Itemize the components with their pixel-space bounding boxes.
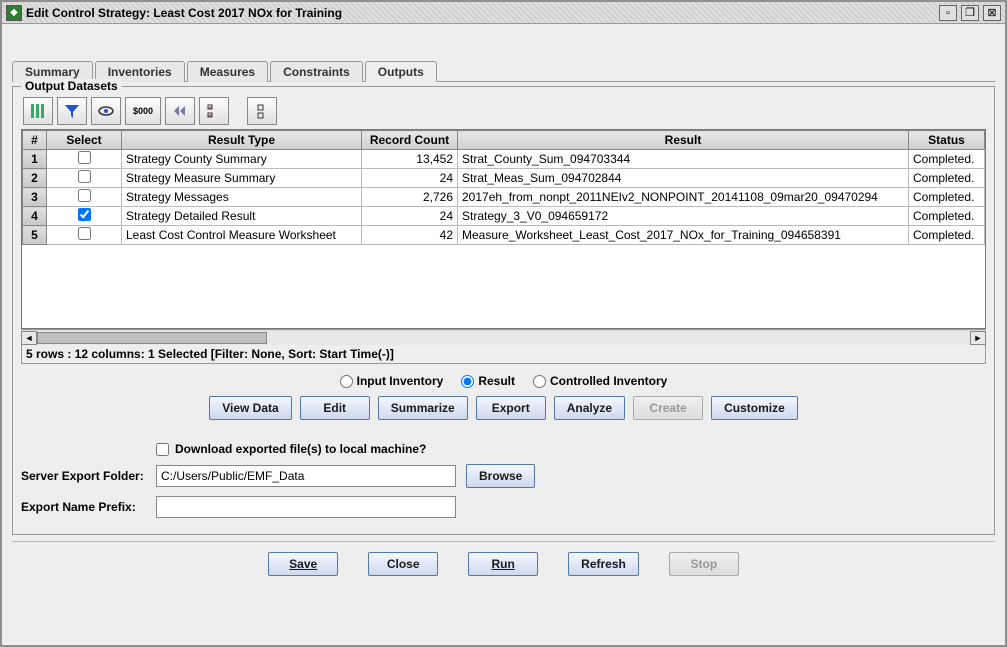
row-number: 4 xyxy=(23,207,47,226)
tab-outputs[interactable]: Outputs xyxy=(365,61,437,82)
row-type: Strategy Messages xyxy=(122,188,362,207)
close-icon[interactable]: ⊠ xyxy=(983,5,1001,21)
maximize-icon[interactable]: ❐ xyxy=(961,5,979,21)
download-checkbox[interactable] xyxy=(156,443,169,456)
row-result: Measure_Worksheet_Least_Cost_2017_NOx_fo… xyxy=(458,226,909,245)
row-select[interactable] xyxy=(47,207,122,226)
table-row[interactable]: 4 Strategy Detailed Result24Strategy_3_V0… xyxy=(23,207,985,226)
scroll-left-icon[interactable]: ◄ xyxy=(21,331,37,345)
col-result[interactable]: Result xyxy=(458,131,909,150)
output-datasets-group: Output Datasets $000 # xyxy=(12,86,995,535)
row-select[interactable] xyxy=(47,188,122,207)
view-icon[interactable] xyxy=(91,97,121,125)
scroll-thumb[interactable] xyxy=(37,332,267,344)
row-checkbox[interactable] xyxy=(78,170,91,183)
col-count[interactable]: Record Count xyxy=(362,131,458,150)
row-count: 42 xyxy=(362,226,458,245)
horizontal-scrollbar[interactable]: ◄ ► xyxy=(21,329,986,345)
row-count: 13,452 xyxy=(362,150,458,169)
radio-controlled[interactable]: Controlled Inventory xyxy=(533,374,667,388)
results-table: # Select Result Type Record Count Result… xyxy=(21,129,986,329)
row-number: 5 xyxy=(23,226,47,245)
row-number: 1 xyxy=(23,150,47,169)
row-status: Completed. xyxy=(909,226,985,245)
col-type[interactable]: Result Type xyxy=(122,131,362,150)
row-checkbox[interactable] xyxy=(78,227,91,240)
view-data-button[interactable]: View Data xyxy=(209,396,291,420)
edit-button[interactable]: Edit xyxy=(300,396,370,420)
browse-button[interactable]: Browse xyxy=(466,464,535,488)
save-button[interactable]: Save xyxy=(268,552,338,576)
first-icon[interactable] xyxy=(165,97,195,125)
row-select[interactable] xyxy=(47,226,122,245)
radio-input-inventory[interactable]: Input Inventory xyxy=(340,374,444,388)
row-count: 24 xyxy=(362,207,458,226)
columns-icon[interactable] xyxy=(23,97,53,125)
table-row[interactable]: 2 Strategy Measure Summary24Strat_Meas_Su… xyxy=(23,169,985,188)
server-folder-label: Server Export Folder: xyxy=(21,469,146,483)
row-type: Strategy Detailed Result xyxy=(122,207,362,226)
window-title: Edit Control Strategy: Least Cost 2017 N… xyxy=(26,6,939,20)
checklist-icon[interactable] xyxy=(199,97,229,125)
titlebar: ◆ Edit Control Strategy: Least Cost 2017… xyxy=(2,2,1005,24)
col-status[interactable]: Status xyxy=(909,131,985,150)
tab-constraints[interactable]: Constraints xyxy=(270,61,363,82)
app-icon: ◆ xyxy=(6,5,22,21)
row-status: Completed. xyxy=(909,169,985,188)
row-checkbox[interactable] xyxy=(78,151,91,164)
summarize-button[interactable]: Summarize xyxy=(378,396,468,420)
row-result: Strat_County_Sum_094703344 xyxy=(458,150,909,169)
col-num[interactable]: # xyxy=(23,131,47,150)
close-button[interactable]: Close xyxy=(368,552,438,576)
cost-icon[interactable]: $000 xyxy=(125,97,161,125)
export-prefix-label: Export Name Prefix: xyxy=(21,500,146,514)
row-count: 2,726 xyxy=(362,188,458,207)
row-type: Strategy County Summary xyxy=(122,150,362,169)
result-type-radios: Input Inventory Result Controlled Invent… xyxy=(21,374,986,388)
row-select[interactable] xyxy=(47,169,122,188)
bottom-buttons: Save Close Run Refresh Stop xyxy=(12,541,995,586)
run-button[interactable]: Run xyxy=(468,552,538,576)
table-status: 5 rows : 12 columns: 1 Selected [Filter:… xyxy=(21,345,986,364)
server-folder-input[interactable] xyxy=(156,465,456,487)
radio-result[interactable]: Result xyxy=(461,374,515,388)
export-prefix-input[interactable] xyxy=(156,496,456,518)
row-type: Least Cost Control Measure Worksheet xyxy=(122,226,362,245)
row-status: Completed. xyxy=(909,150,985,169)
stop-button: Stop xyxy=(669,552,739,576)
table-row[interactable]: 3 Strategy Messages2,7262017eh_from_nonpt… xyxy=(23,188,985,207)
row-select[interactable] xyxy=(47,150,122,169)
table-row[interactable]: 1 Strategy County Summary13,452Strat_Coun… xyxy=(23,150,985,169)
row-status: Completed. xyxy=(909,207,985,226)
tab-strip: Summary Inventories Measures Constraints… xyxy=(12,60,995,82)
tab-measures[interactable]: Measures xyxy=(187,61,268,82)
row-type: Strategy Measure Summary xyxy=(122,169,362,188)
row-checkbox[interactable] xyxy=(78,208,91,221)
row-status: Completed. xyxy=(909,188,985,207)
table-row[interactable]: 5 Least Cost Control Measure Worksheet42M… xyxy=(23,226,985,245)
minimize-icon[interactable]: ▫ xyxy=(939,5,957,21)
row-result: Strategy_3_V0_094659172 xyxy=(458,207,909,226)
boxes-icon[interactable] xyxy=(247,97,277,125)
filter-icon[interactable] xyxy=(57,97,87,125)
row-number: 2 xyxy=(23,169,47,188)
table-toolbar: $000 xyxy=(21,93,986,129)
customize-button[interactable]: Customize xyxy=(711,396,798,420)
download-label: Download exported file(s) to local machi… xyxy=(175,442,426,456)
create-button: Create xyxy=(633,396,703,420)
col-select[interactable]: Select xyxy=(47,131,122,150)
scroll-right-icon[interactable]: ► xyxy=(970,331,986,345)
row-result: Strat_Meas_Sum_094702844 xyxy=(458,169,909,188)
refresh-button[interactable]: Refresh xyxy=(568,552,639,576)
group-label: Output Datasets xyxy=(21,79,122,93)
row-result: 2017eh_from_nonpt_2011NEIv2_NONPOINT_201… xyxy=(458,188,909,207)
row-number: 3 xyxy=(23,188,47,207)
row-checkbox[interactable] xyxy=(78,189,91,202)
row-count: 24 xyxy=(362,169,458,188)
action-buttons: View Data Edit Summarize Export Analyze … xyxy=(21,396,986,420)
analyze-button[interactable]: Analyze xyxy=(554,396,625,420)
export-button[interactable]: Export xyxy=(476,396,546,420)
